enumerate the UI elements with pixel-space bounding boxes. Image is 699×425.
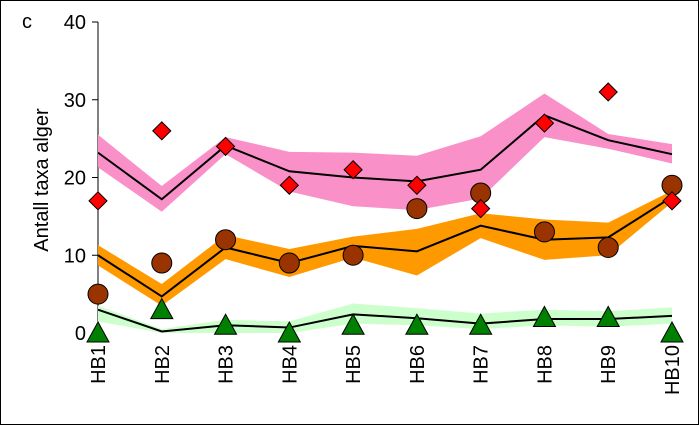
diamond-marker	[662, 191, 682, 211]
circle-marker	[151, 252, 173, 274]
y-tick-label: 40	[64, 12, 86, 34]
line	[97, 196, 673, 298]
triangle-marker	[277, 320, 302, 343]
y-axis-label: Antall taxa alger	[31, 108, 53, 252]
x-tick-label: HB3	[216, 345, 238, 384]
band	[98, 93, 672, 212]
line	[97, 114, 673, 201]
triangle-marker	[596, 305, 621, 327]
circle-marker	[597, 236, 619, 258]
y-tick-label: 0	[75, 323, 86, 345]
triangle-marker	[468, 313, 493, 335]
panel-label: c	[22, 11, 32, 33]
diamond-marker	[534, 113, 555, 133]
y-tick-label: 20	[64, 168, 86, 190]
triangle-marker	[149, 297, 174, 320]
y-tick-label: 10	[64, 245, 86, 267]
x-tick-label: HB2	[152, 345, 174, 384]
x-tick-label: HB9	[598, 345, 620, 384]
diamond-marker	[152, 121, 172, 141]
triangle-marker	[660, 320, 684, 343]
circle-marker	[342, 244, 364, 266]
x-tick-label: HB10	[662, 345, 684, 395]
x-tick-label: HB6	[407, 345, 429, 384]
circle-marker	[215, 229, 237, 251]
diamond-marker	[88, 191, 108, 211]
diamond-marker	[407, 175, 427, 195]
diamond-marker	[215, 136, 236, 157]
triangle-marker	[86, 320, 110, 343]
x-tick-label: HB5	[343, 345, 365, 384]
x-tick-label: HB7	[471, 345, 493, 384]
line	[97, 308, 673, 333]
diamond-marker	[343, 160, 363, 180]
triangle-marker	[341, 313, 365, 335]
diamond-marker	[470, 198, 491, 219]
circle-marker	[87, 283, 109, 305]
x-tick-label: HB1	[88, 345, 110, 384]
x-tick-label: HB8	[534, 345, 556, 384]
diamond-marker	[598, 82, 618, 102]
triangle-marker	[405, 313, 429, 335]
x-tick-label: HB4	[279, 345, 301, 384]
triangle-marker	[532, 305, 557, 327]
circle-marker	[278, 252, 300, 274]
triangle-marker	[213, 313, 238, 335]
circle-marker	[533, 221, 555, 243]
diamond-marker	[279, 175, 300, 195]
y-tick-label: 30	[64, 90, 86, 112]
circle-marker	[406, 198, 428, 220]
